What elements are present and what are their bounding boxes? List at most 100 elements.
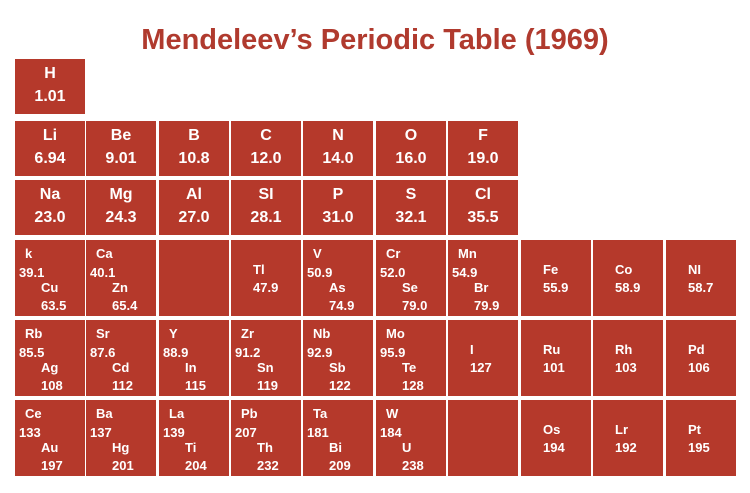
element-symbol: Pd [688, 342, 705, 357]
atomic-weight: 103 [615, 360, 637, 375]
atomic-weight: 128 [402, 378, 424, 393]
element-cell: H 1.01 [15, 59, 85, 114]
element-cell: Co 58.9 [593, 240, 663, 316]
atomic-weight: 101 [543, 360, 565, 375]
element-symbol: Rb [25, 326, 43, 341]
element-symbol: Zn [112, 280, 128, 295]
element-symbol: Ba [96, 406, 113, 421]
atomic-weight: 119 [257, 378, 278, 393]
atomic-weight: 88.9 [163, 345, 189, 360]
element-symbol: Li [42, 127, 58, 144]
element-symbol: Au [41, 440, 59, 455]
element-symbol: Br [474, 280, 489, 295]
element-symbol: Mg [109, 186, 133, 203]
element-symbol: Tl [253, 262, 265, 277]
element-cell: P 31.0 [303, 180, 373, 235]
atomic-weight: 238 [402, 458, 424, 473]
element-cell: NI 58.7 [666, 240, 736, 316]
element-cell: F 19.0 [448, 121, 518, 176]
element-symbol: B [188, 127, 200, 144]
element-symbol: La [169, 406, 185, 421]
element-cell: Ca 40.1 Zn 65.4 [86, 240, 156, 316]
element-cell: W 184 U 238 [376, 400, 446, 476]
atomic-weight: 9.01 [105, 150, 137, 167]
element-symbol: Ru [543, 342, 561, 357]
element-symbol: Os [543, 422, 561, 437]
atomic-weight: 65.4 [112, 298, 138, 313]
atomic-weight: 58.7 [688, 280, 714, 295]
atomic-weight: 79.9 [474, 298, 500, 313]
element-symbol: Co [615, 262, 633, 277]
atomic-weight: 85.5 [19, 345, 45, 360]
atomic-weight: 23.0 [34, 209, 66, 226]
element-cell: V 50.9 As 74.9 [303, 240, 373, 316]
element-symbol: Ta [313, 406, 328, 421]
element-cell: Tl 47.9 [231, 240, 301, 316]
element-symbol: As [329, 280, 346, 295]
atomic-weight: 32.1 [395, 209, 427, 226]
atomic-weight: 14.0 [322, 150, 354, 167]
atomic-weight: 54.9 [452, 265, 478, 280]
element-symbol: Th [257, 440, 273, 455]
element-cell: Pd 106 [666, 320, 736, 396]
element-cell: Mo 95.9 Te 128 [376, 320, 446, 396]
atomic-weight: 63.5 [41, 298, 67, 313]
atomic-weight: 92.9 [307, 345, 333, 360]
element-symbol: Nb [313, 326, 331, 341]
element-symbol: Sb [329, 360, 346, 375]
atomic-weight: 108 [41, 378, 63, 393]
element-symbol: k [25, 246, 33, 261]
element-symbol: Na [39, 186, 61, 203]
element-cell: Fe 55.9 [521, 240, 591, 316]
element-cell: k 39.1 Cu 63.5 [15, 240, 85, 316]
element-symbol: Ag [41, 360, 59, 375]
element-symbol: Cr [386, 246, 401, 261]
element-cell: Li 6.94 [15, 121, 85, 176]
atomic-weight: 47.9 [253, 280, 279, 295]
element-cell: C 12.0 [231, 121, 301, 176]
atomic-weight: 16.0 [395, 150, 427, 167]
element-cell: Nb 92.9 Sb 122 [303, 320, 373, 396]
atomic-weight: 139 [163, 425, 185, 440]
atomic-weight: 58.9 [615, 280, 641, 295]
atomic-weight: 52.0 [380, 265, 406, 280]
atomic-weight: 184 [380, 425, 402, 440]
element-cell: Ta 181 Bi 209 [303, 400, 373, 476]
element-cell: Lr 192 [593, 400, 663, 476]
atomic-weight: 127 [470, 360, 492, 375]
element-symbol: Y [169, 326, 178, 341]
element-symbol: W [386, 406, 399, 421]
element-symbol: O [404, 127, 418, 144]
element-cell: Sr 87.6 Cd 112 [86, 320, 156, 396]
element-cell: Mn 54.9 Br 79.9 [448, 240, 518, 316]
atomic-weight: 232 [257, 458, 279, 473]
element-symbol: SI [258, 186, 274, 203]
atomic-weight: 74.9 [329, 298, 355, 313]
element-symbol: Pt [688, 422, 701, 437]
atomic-weight: 207 [235, 425, 257, 440]
element-cell: Na 23.0 [15, 180, 85, 235]
element-symbol: Ca [96, 246, 113, 261]
atomic-weight: 24.3 [105, 209, 137, 226]
element-symbol: Ce [25, 406, 42, 421]
atomic-weight: 35.5 [467, 209, 499, 226]
element-symbol: Se [402, 280, 418, 295]
element-symbol: Sr [96, 326, 110, 341]
element-cell: O 16.0 [376, 121, 446, 176]
atomic-weight: 79.0 [402, 298, 428, 313]
element-symbol: Fe [543, 262, 559, 277]
element-symbol: NI [688, 262, 701, 277]
element-symbol: Bi [329, 440, 342, 455]
atomic-weight: 181 [307, 425, 329, 440]
element-cell: Cl 35.5 [448, 180, 518, 235]
element-symbol: Be [110, 127, 132, 144]
element-symbol: P [332, 186, 344, 203]
atomic-weight: 1.01 [34, 88, 66, 105]
element-cell: Ru 101 [521, 320, 591, 396]
element-symbol: Hg [112, 440, 130, 455]
element-cell [448, 400, 518, 476]
element-symbol: N [332, 127, 344, 144]
atomic-weight: 12.0 [250, 150, 282, 167]
element-cell: Ba 137 Hg 201 [86, 400, 156, 476]
